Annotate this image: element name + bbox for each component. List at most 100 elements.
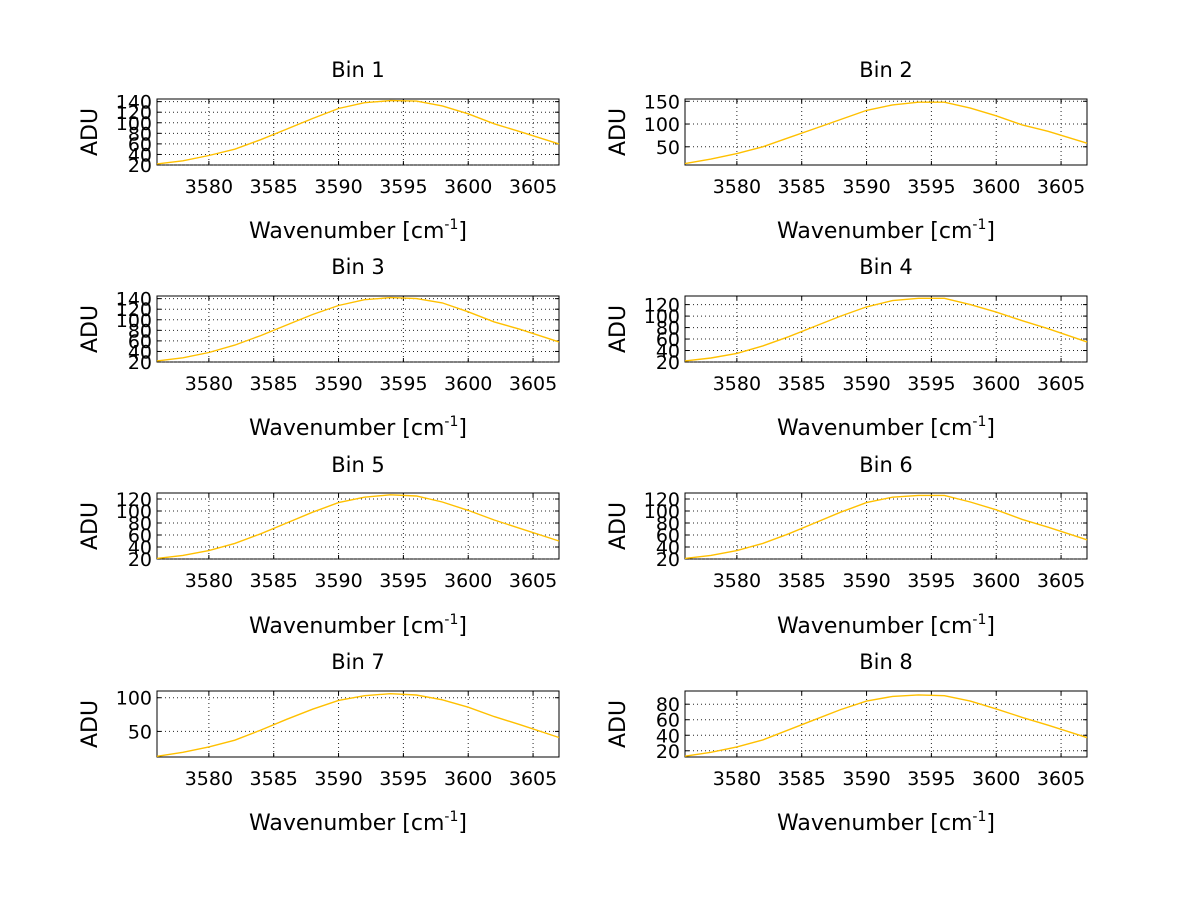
x-axis-label: Wavenumber [cm-1]	[249, 612, 467, 639]
y-tick-label: 50	[128, 721, 152, 743]
plot-area	[684, 98, 1088, 166]
plot-area	[156, 98, 560, 166]
y-tick-label: 40	[656, 341, 680, 363]
y-tick-label: 120	[116, 299, 152, 321]
series-line	[156, 296, 560, 362]
y-tick-label: 100	[116, 501, 152, 523]
x-tick-label: 3590	[314, 570, 362, 592]
x-tick-label: 3580	[713, 768, 761, 790]
panel-title: Bin 4	[859, 255, 913, 279]
plot-area	[156, 690, 560, 758]
x-tick-label: 3590	[842, 373, 890, 395]
x-tick-label: 3600	[972, 768, 1020, 790]
panel-title: Bin 2	[859, 58, 913, 82]
x-tick-label: 3605	[509, 570, 557, 592]
x-tick-label: 3600	[444, 176, 492, 198]
y-tick-label: 40	[128, 537, 152, 559]
x-tick-label: 3580	[185, 570, 233, 592]
panel-bin-3: Bin 3 ADU Wavenumber [cm-1] 3580 3585 3590…	[78, 255, 560, 441]
x-tick-label: 3585	[778, 768, 826, 790]
y-tick-label: 150	[644, 91, 680, 113]
y-tick-label: 20	[656, 352, 680, 374]
plot-area	[156, 295, 560, 363]
x-tick-label: 3585	[250, 570, 298, 592]
x-tick-label: 3585	[250, 373, 298, 395]
y-axis-label: ADU	[606, 502, 631, 550]
y-tick-label: 60	[656, 525, 680, 547]
series-line	[684, 297, 1088, 362]
y-tick-label: 100	[644, 501, 680, 523]
x-tick-label: 3580	[713, 373, 761, 395]
x-axis-label: Wavenumber [cm-1]	[777, 217, 995, 244]
x-tick-label: 3595	[907, 176, 955, 198]
y-axis-label: ADU	[78, 502, 103, 550]
y-tick-label: 100	[116, 688, 152, 710]
x-tick-label: 3595	[907, 373, 955, 395]
y-axis-label: ADU	[606, 700, 631, 748]
panel-bin-4: Bin 4 ADU Wavenumber [cm-1] 3580 3585 3590…	[606, 255, 1088, 441]
x-tick-label: 3605	[509, 176, 557, 198]
panel-title: Bin 1	[331, 58, 385, 82]
x-tick-label: 3595	[379, 768, 427, 790]
plot-area	[156, 492, 560, 560]
y-tick-label: 100	[644, 114, 680, 136]
series-line	[684, 101, 1088, 165]
series-line	[156, 494, 560, 560]
x-tick-label: 3590	[314, 373, 362, 395]
y-tick-label: 20	[128, 549, 152, 571]
x-axis-label: Wavenumber [cm-1]	[249, 414, 467, 441]
plot-area	[684, 690, 1088, 758]
x-tick-label: 3595	[379, 176, 427, 198]
x-tick-label: 3590	[842, 768, 890, 790]
x-tick-label: 3605	[1037, 373, 1085, 395]
y-tick-label: 120	[644, 489, 680, 511]
panel-bin-8: Bin 8 ADU Wavenumber [cm-1] 3580 3585 3590…	[606, 650, 1088, 836]
plot-area	[684, 295, 1088, 363]
series-line	[156, 99, 560, 165]
y-tick-label: 40	[656, 725, 680, 747]
x-tick-label: 3585	[250, 176, 298, 198]
y-tick-label: 140	[116, 92, 152, 114]
x-tick-label: 3580	[185, 373, 233, 395]
x-tick-label: 3580	[185, 768, 233, 790]
x-tick-label: 3605	[1037, 176, 1085, 198]
x-tick-label: 3580	[185, 176, 233, 198]
x-tick-label: 3605	[509, 768, 557, 790]
panel-title: Bin 6	[859, 453, 913, 477]
x-tick-label: 3600	[444, 570, 492, 592]
y-axis-label: ADU	[606, 108, 631, 156]
y-axis-label: ADU	[78, 700, 103, 748]
x-tick-label: 3595	[907, 768, 955, 790]
x-tick-label: 3585	[778, 373, 826, 395]
x-axis-label: Wavenumber [cm-1]	[777, 612, 995, 639]
y-tick-label: 80	[656, 318, 680, 340]
y-tick-label: 40	[656, 537, 680, 559]
panel-title: Bin 3	[331, 255, 385, 279]
y-tick-label: 20	[656, 741, 680, 763]
y-tick-label: 60	[656, 329, 680, 351]
x-tick-label: 3600	[444, 373, 492, 395]
y-tick-label: 60	[656, 710, 680, 732]
y-tick-label: 100	[644, 306, 680, 328]
x-tick-label: 3595	[379, 570, 427, 592]
x-tick-label: 3590	[842, 570, 890, 592]
series-line	[684, 494, 1088, 560]
y-tick-label: 60	[128, 331, 152, 353]
panel-bin-6: Bin 6 ADU Wavenumber [cm-1] 3580 3585 3590…	[606, 453, 1088, 639]
y-tick-label: 60	[128, 525, 152, 547]
x-axis-label: Wavenumber [cm-1]	[249, 217, 467, 244]
panel-title: Bin 8	[859, 650, 913, 674]
x-axis-label: Wavenumber [cm-1]	[777, 414, 995, 441]
x-tick-label: 3600	[972, 570, 1020, 592]
panel-bin-7: Bin 7 ADU Wavenumber [cm-1] 3580 3585 3590…	[78, 650, 560, 836]
x-tick-label: 3600	[972, 373, 1020, 395]
y-tick-label: 20	[128, 352, 152, 374]
panel-title: Bin 7	[331, 650, 385, 674]
y-tick-label: 120	[116, 489, 152, 511]
panel-bin-5: Bin 5 ADU Wavenumber [cm-1] 3580 3585 3590…	[78, 453, 560, 639]
x-tick-label: 3585	[250, 768, 298, 790]
x-axis-label: Wavenumber [cm-1]	[777, 809, 995, 836]
y-axis-label: ADU	[78, 305, 103, 353]
x-tick-label: 3605	[509, 373, 557, 395]
